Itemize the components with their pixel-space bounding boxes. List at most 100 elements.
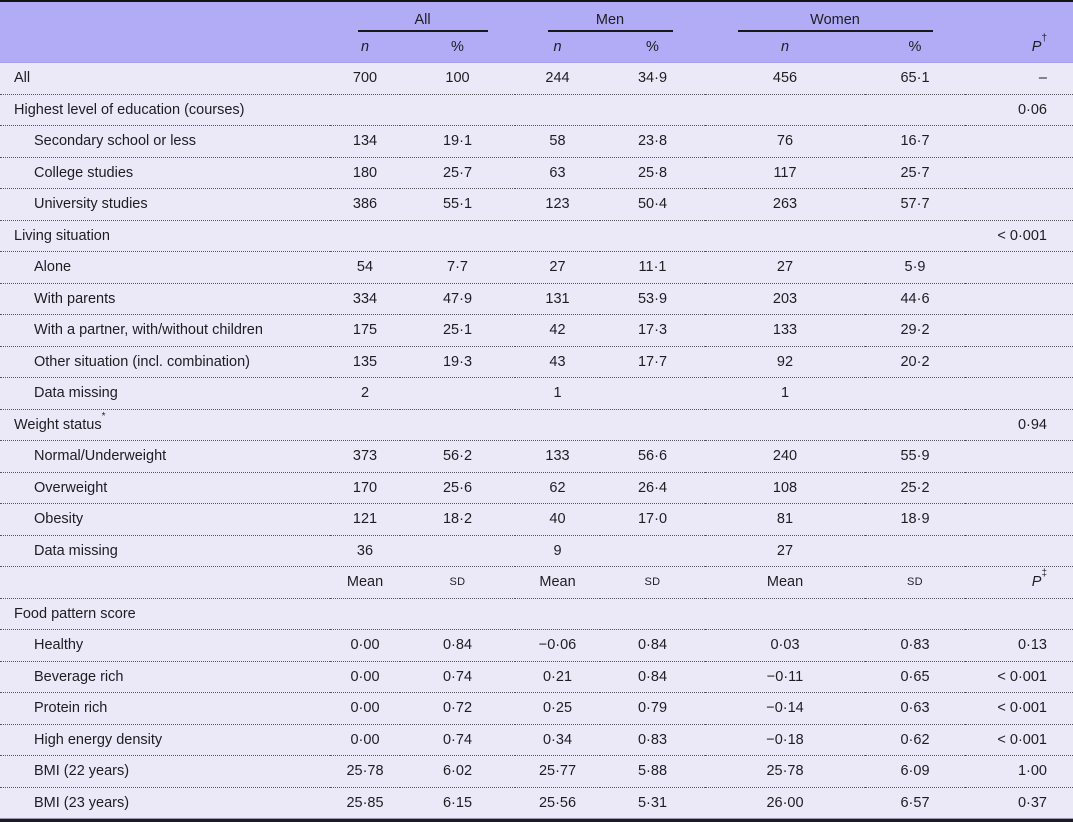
value-cell: 0·79 [600, 692, 705, 724]
value-cell [400, 377, 515, 409]
group-underline [547, 30, 673, 32]
value-cell: 5·9 [865, 251, 965, 283]
row-label: With a partner, with/without children [34, 322, 263, 339]
group-header-men: Men [515, 2, 705, 32]
value-cell: 19·1 [400, 125, 515, 157]
subheader-pct-men: % [600, 32, 705, 63]
table-row: Living situation < 0·001 [0, 219, 1073, 252]
table-header: All Men Women n % n % n [0, 2, 1073, 63]
row-label-cell: Normal/Underweight [0, 440, 330, 472]
p-value-cell [965, 251, 1073, 283]
value-cell: 0·00 [330, 629, 400, 661]
value-cell: 50·4 [600, 188, 705, 220]
table-row: With parents 334 47·9 131 53·9 203 44·6 [0, 282, 1073, 315]
table-row: Beverage rich 0·00 0·74 0·21 0·84 −0·11 0·65 < … [0, 660, 1073, 693]
table-row: Secondary school or less 134 19·1 58 23·8 76 1… [0, 125, 1073, 157]
value-cell [600, 534, 705, 567]
value-cell: 26·4 [600, 471, 705, 504]
value-cell: 42 [515, 314, 600, 346]
value-cell: −0·18 [705, 723, 865, 756]
value-cell: 244 [545, 70, 570, 87]
p-value-cell [965, 314, 1073, 346]
row-label-cell: Weight status* [0, 408, 330, 441]
group-label-all: All [414, 12, 431, 28]
table-row: Protein rich 0·00 0·72 0·25 0·79 −0·14 0·63 < 0… [0, 692, 1073, 724]
table-row: College studies 180 25·7 63 25·8 117 25·7 [0, 156, 1073, 189]
value-cell: 25·85 [330, 786, 400, 819]
value-cell [865, 534, 965, 567]
value-cell: 108 [705, 471, 865, 504]
row-label-cell: BMI (22 years) [0, 755, 330, 787]
value-cell [705, 93, 865, 126]
p-value-cell [965, 597, 1073, 630]
stub-subheader-cell [0, 32, 330, 63]
p-value-cell: < 0·001 [965, 692, 1073, 724]
value-cell: 0·21 [515, 660, 600, 693]
value-cell [515, 219, 600, 252]
value-cell: 76 [705, 125, 865, 157]
row-label-cell: Overweight [0, 471, 330, 504]
subheader-n-women: n [705, 32, 865, 63]
p-value-cell [965, 345, 1073, 378]
row-label-cell: College studies [0, 156, 330, 189]
p-value-cell: – [1038, 70, 1047, 87]
value-cell [600, 93, 705, 126]
value-cell: 123 [515, 188, 600, 220]
value-cell: 7·7 [400, 251, 515, 283]
table-row: Alone 54 7·7 27 11·1 27 5·9 [0, 251, 1073, 283]
value-cell: 25·77 [515, 755, 600, 787]
row-label: Data missing [34, 385, 118, 402]
subheader-pct-all: % [400, 32, 515, 63]
row-label-cell: Secondary school or less [0, 125, 330, 157]
value-cell: 0·74 [400, 660, 515, 693]
p-value-cell: < 0·001 [965, 219, 1073, 252]
value-cell: 23·8 [600, 125, 705, 157]
value-cell: 56·6 [600, 440, 705, 472]
value-cell: 0·00 [330, 660, 400, 693]
row-label: Obesity [34, 511, 84, 528]
p-value-cell: 0·06 [965, 93, 1073, 126]
value-cell [400, 534, 515, 567]
value-cell [865, 377, 965, 409]
value-cell: 27 [705, 251, 865, 283]
value-cell: 175 [330, 314, 400, 346]
row-label-cell: With a partner, with/without children [0, 314, 330, 346]
row-label-cell: Healthy [0, 629, 330, 661]
value-cell: 0·25 [515, 692, 600, 724]
row-label: BMI (22 years) [34, 763, 130, 780]
value-cell: 203 [705, 282, 865, 315]
row-label-cell: Food pattern score [0, 597, 330, 630]
value-cell: 0·63 [865, 692, 965, 724]
row-label: Food pattern score [14, 605, 136, 622]
mean-header-cell: Mean [330, 566, 400, 598]
value-cell [865, 597, 965, 630]
p-label: P [1031, 39, 1042, 55]
value-cell: 6·15 [400, 786, 515, 819]
value-cell: 57·7 [865, 188, 965, 220]
p-value-cell: < 0·001 [965, 723, 1073, 756]
value-cell [400, 219, 515, 252]
value-cell: 25·7 [400, 156, 515, 189]
p-value-cell [965, 471, 1073, 504]
value-cell: 19·3 [400, 345, 515, 378]
value-cell: 121 [330, 503, 400, 535]
table-row: Normal/Underweight 373 56·2 133 56·6 240 55·9 [0, 440, 1073, 472]
subheader-pct-women: % [865, 32, 965, 63]
value-cell [330, 219, 400, 252]
value-cell: 36 [330, 534, 400, 567]
row-label: Normal/Underweight [34, 448, 167, 465]
p-value-cell [965, 377, 1073, 409]
value-cell: 56·2 [400, 440, 515, 472]
double-dagger-mark: ‡ [1041, 568, 1047, 580]
p-value-cell: 0·37 [965, 786, 1073, 819]
value-cell: 1 [705, 377, 865, 409]
value-cell: 9 [515, 534, 600, 567]
row-label-cell: Beverage rich [0, 660, 330, 693]
row-label: Alone [34, 259, 72, 276]
value-cell: 180 [330, 156, 400, 189]
value-cell: 0·84 [400, 629, 515, 661]
row-label-cell: BMI (23 years) [0, 786, 330, 819]
value-cell: 55·1 [400, 188, 515, 220]
sd-header-cell: SD [865, 566, 965, 598]
